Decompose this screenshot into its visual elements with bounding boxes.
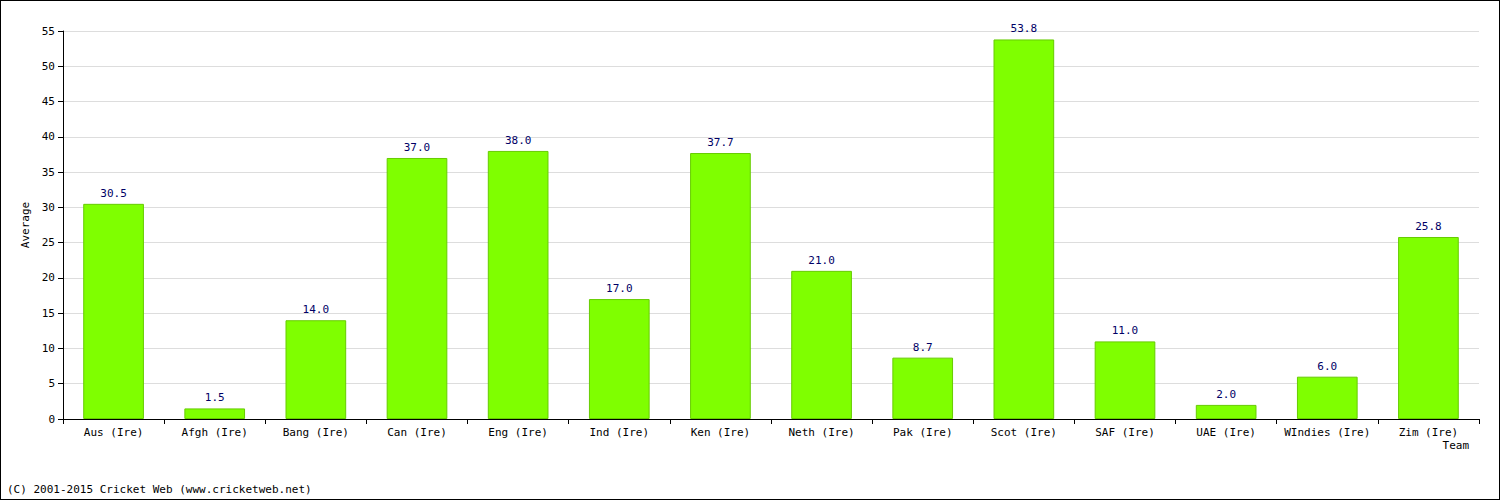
svg-text:Can (Ire): Can (Ire) bbox=[387, 426, 447, 439]
svg-text:Pak (Ire): Pak (Ire) bbox=[893, 426, 953, 439]
svg-text:5: 5 bbox=[48, 377, 55, 390]
svg-text:Scot (Ire): Scot (Ire) bbox=[991, 426, 1057, 439]
svg-text:2.0: 2.0 bbox=[1216, 388, 1236, 401]
svg-text:25.8: 25.8 bbox=[1415, 220, 1442, 233]
svg-text:Bang (Ire): Bang (Ire) bbox=[283, 426, 349, 439]
svg-text:55: 55 bbox=[42, 25, 55, 38]
svg-text:40: 40 bbox=[42, 130, 55, 143]
svg-text:37.7: 37.7 bbox=[707, 136, 734, 149]
svg-text:53.8: 53.8 bbox=[1011, 22, 1038, 35]
svg-text:15: 15 bbox=[42, 307, 55, 320]
svg-text:35: 35 bbox=[42, 166, 55, 179]
svg-text:30: 30 bbox=[42, 201, 55, 214]
svg-text:20: 20 bbox=[42, 271, 55, 284]
svg-text:45: 45 bbox=[42, 95, 55, 108]
svg-text:1.5: 1.5 bbox=[205, 391, 225, 404]
svg-text:Neth (Ire): Neth (Ire) bbox=[788, 426, 854, 439]
svg-text:17.0: 17.0 bbox=[606, 282, 633, 295]
svg-text:10: 10 bbox=[42, 342, 55, 355]
svg-text:Ind (Ire): Ind (Ire) bbox=[589, 426, 649, 439]
svg-text:50: 50 bbox=[42, 60, 55, 73]
svg-text:Average: Average bbox=[19, 202, 32, 248]
svg-text:38.0: 38.0 bbox=[505, 134, 532, 147]
svg-text:SAF (Ire): SAF (Ire) bbox=[1095, 426, 1155, 439]
svg-text:UAE (Ire): UAE (Ire) bbox=[1196, 426, 1256, 439]
svg-text:30.5: 30.5 bbox=[100, 187, 127, 200]
svg-text:11.0: 11.0 bbox=[1112, 324, 1139, 337]
svg-text:Team: Team bbox=[1443, 439, 1470, 452]
svg-text:Aus (Ire): Aus (Ire) bbox=[84, 426, 144, 439]
svg-text:25: 25 bbox=[42, 236, 55, 249]
svg-text:Ken (Ire): Ken (Ire) bbox=[691, 426, 751, 439]
svg-text:Zim (Ire): Zim (Ire) bbox=[1399, 426, 1459, 439]
svg-text:37.0: 37.0 bbox=[404, 141, 431, 154]
svg-text:8.7: 8.7 bbox=[913, 341, 933, 354]
svg-text:WIndies (Ire): WIndies (Ire) bbox=[1284, 426, 1370, 439]
svg-text:21.0: 21.0 bbox=[808, 254, 835, 267]
svg-text:Eng (Ire): Eng (Ire) bbox=[488, 426, 548, 439]
svg-text:6.0: 6.0 bbox=[1317, 360, 1337, 373]
svg-text:14.0: 14.0 bbox=[303, 303, 330, 316]
svg-text:(C) 2001-2015 Cricket Web (www: (C) 2001-2015 Cricket Web (www.cricketwe… bbox=[7, 483, 312, 496]
svg-text:Afgh (Ire): Afgh (Ire) bbox=[182, 426, 248, 439]
svg-text:0: 0 bbox=[48, 413, 55, 426]
